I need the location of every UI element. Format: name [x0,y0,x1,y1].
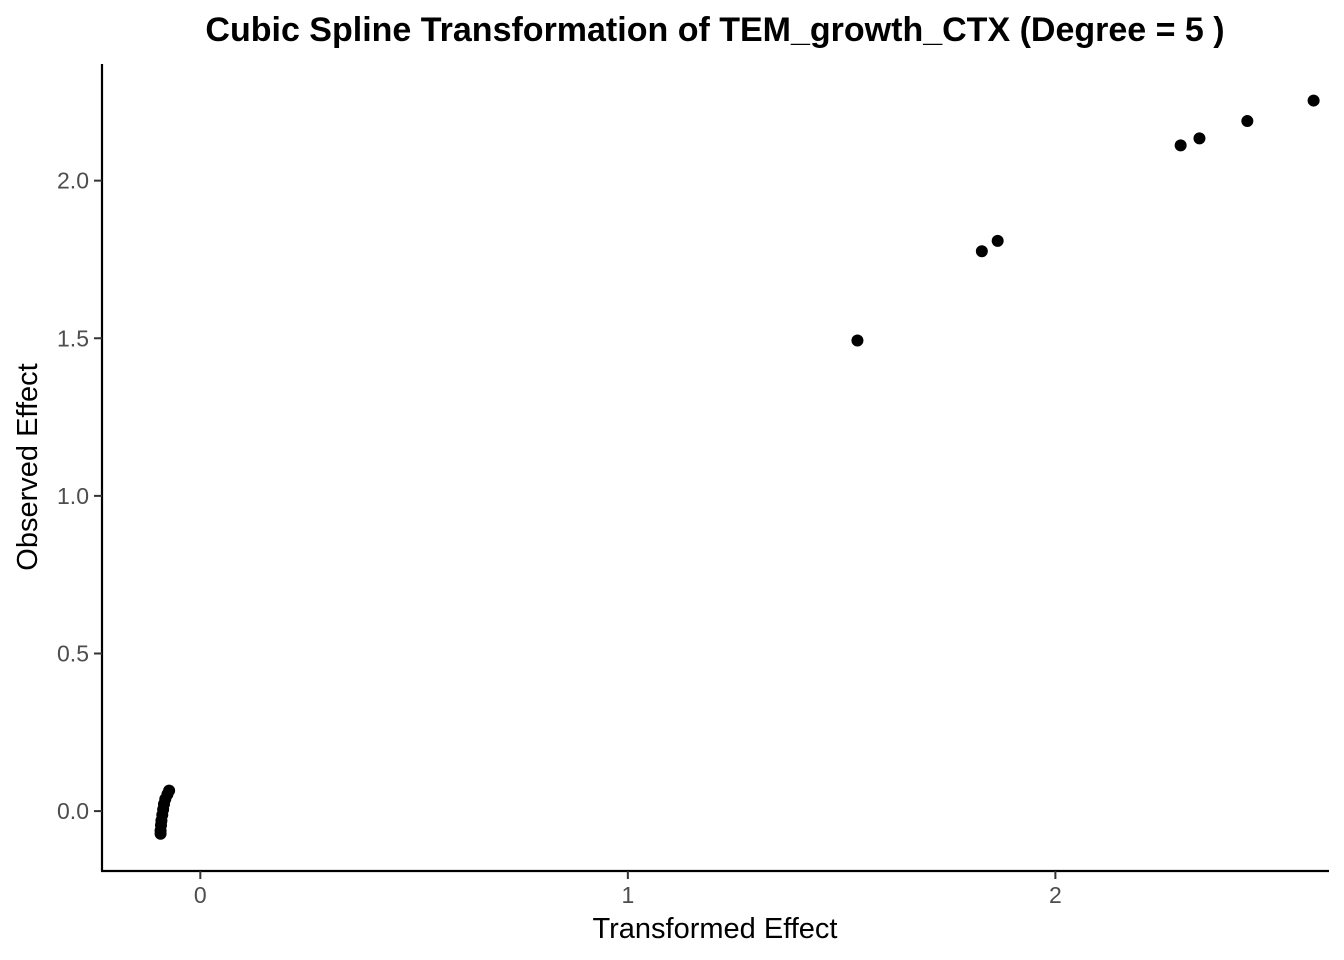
data-point [991,234,1004,247]
x-tick-label: 2 [1049,882,1062,908]
data-point [975,245,988,258]
x-axis-title: Transformed Effect [593,913,838,945]
data-point [1307,94,1320,107]
data-point [1241,115,1254,128]
data-point [163,784,176,797]
x-tick-label: 1 [621,882,634,908]
data-point [1193,132,1206,145]
y-tick-label: 0.0 [57,798,89,824]
y-axis-title: Observed Effect [12,363,44,570]
y-tick-label: 1.0 [57,483,89,509]
y-tick-label: 2.0 [57,168,89,194]
x-tick-label: 0 [194,882,207,908]
plot-area [154,94,1320,840]
y-tick-label: 1.5 [57,325,89,351]
data-point [851,334,864,347]
y-axis-ticks: 0.0 0.5 1.0 1.5 2.0 [57,168,102,824]
y-tick-label: 0.5 [57,640,89,666]
data-point [1174,139,1187,152]
x-axis-ticks: 0 1 2 [194,871,1062,908]
chart-title: Cubic Spline Transformation of TEM_growt… [205,11,1224,49]
